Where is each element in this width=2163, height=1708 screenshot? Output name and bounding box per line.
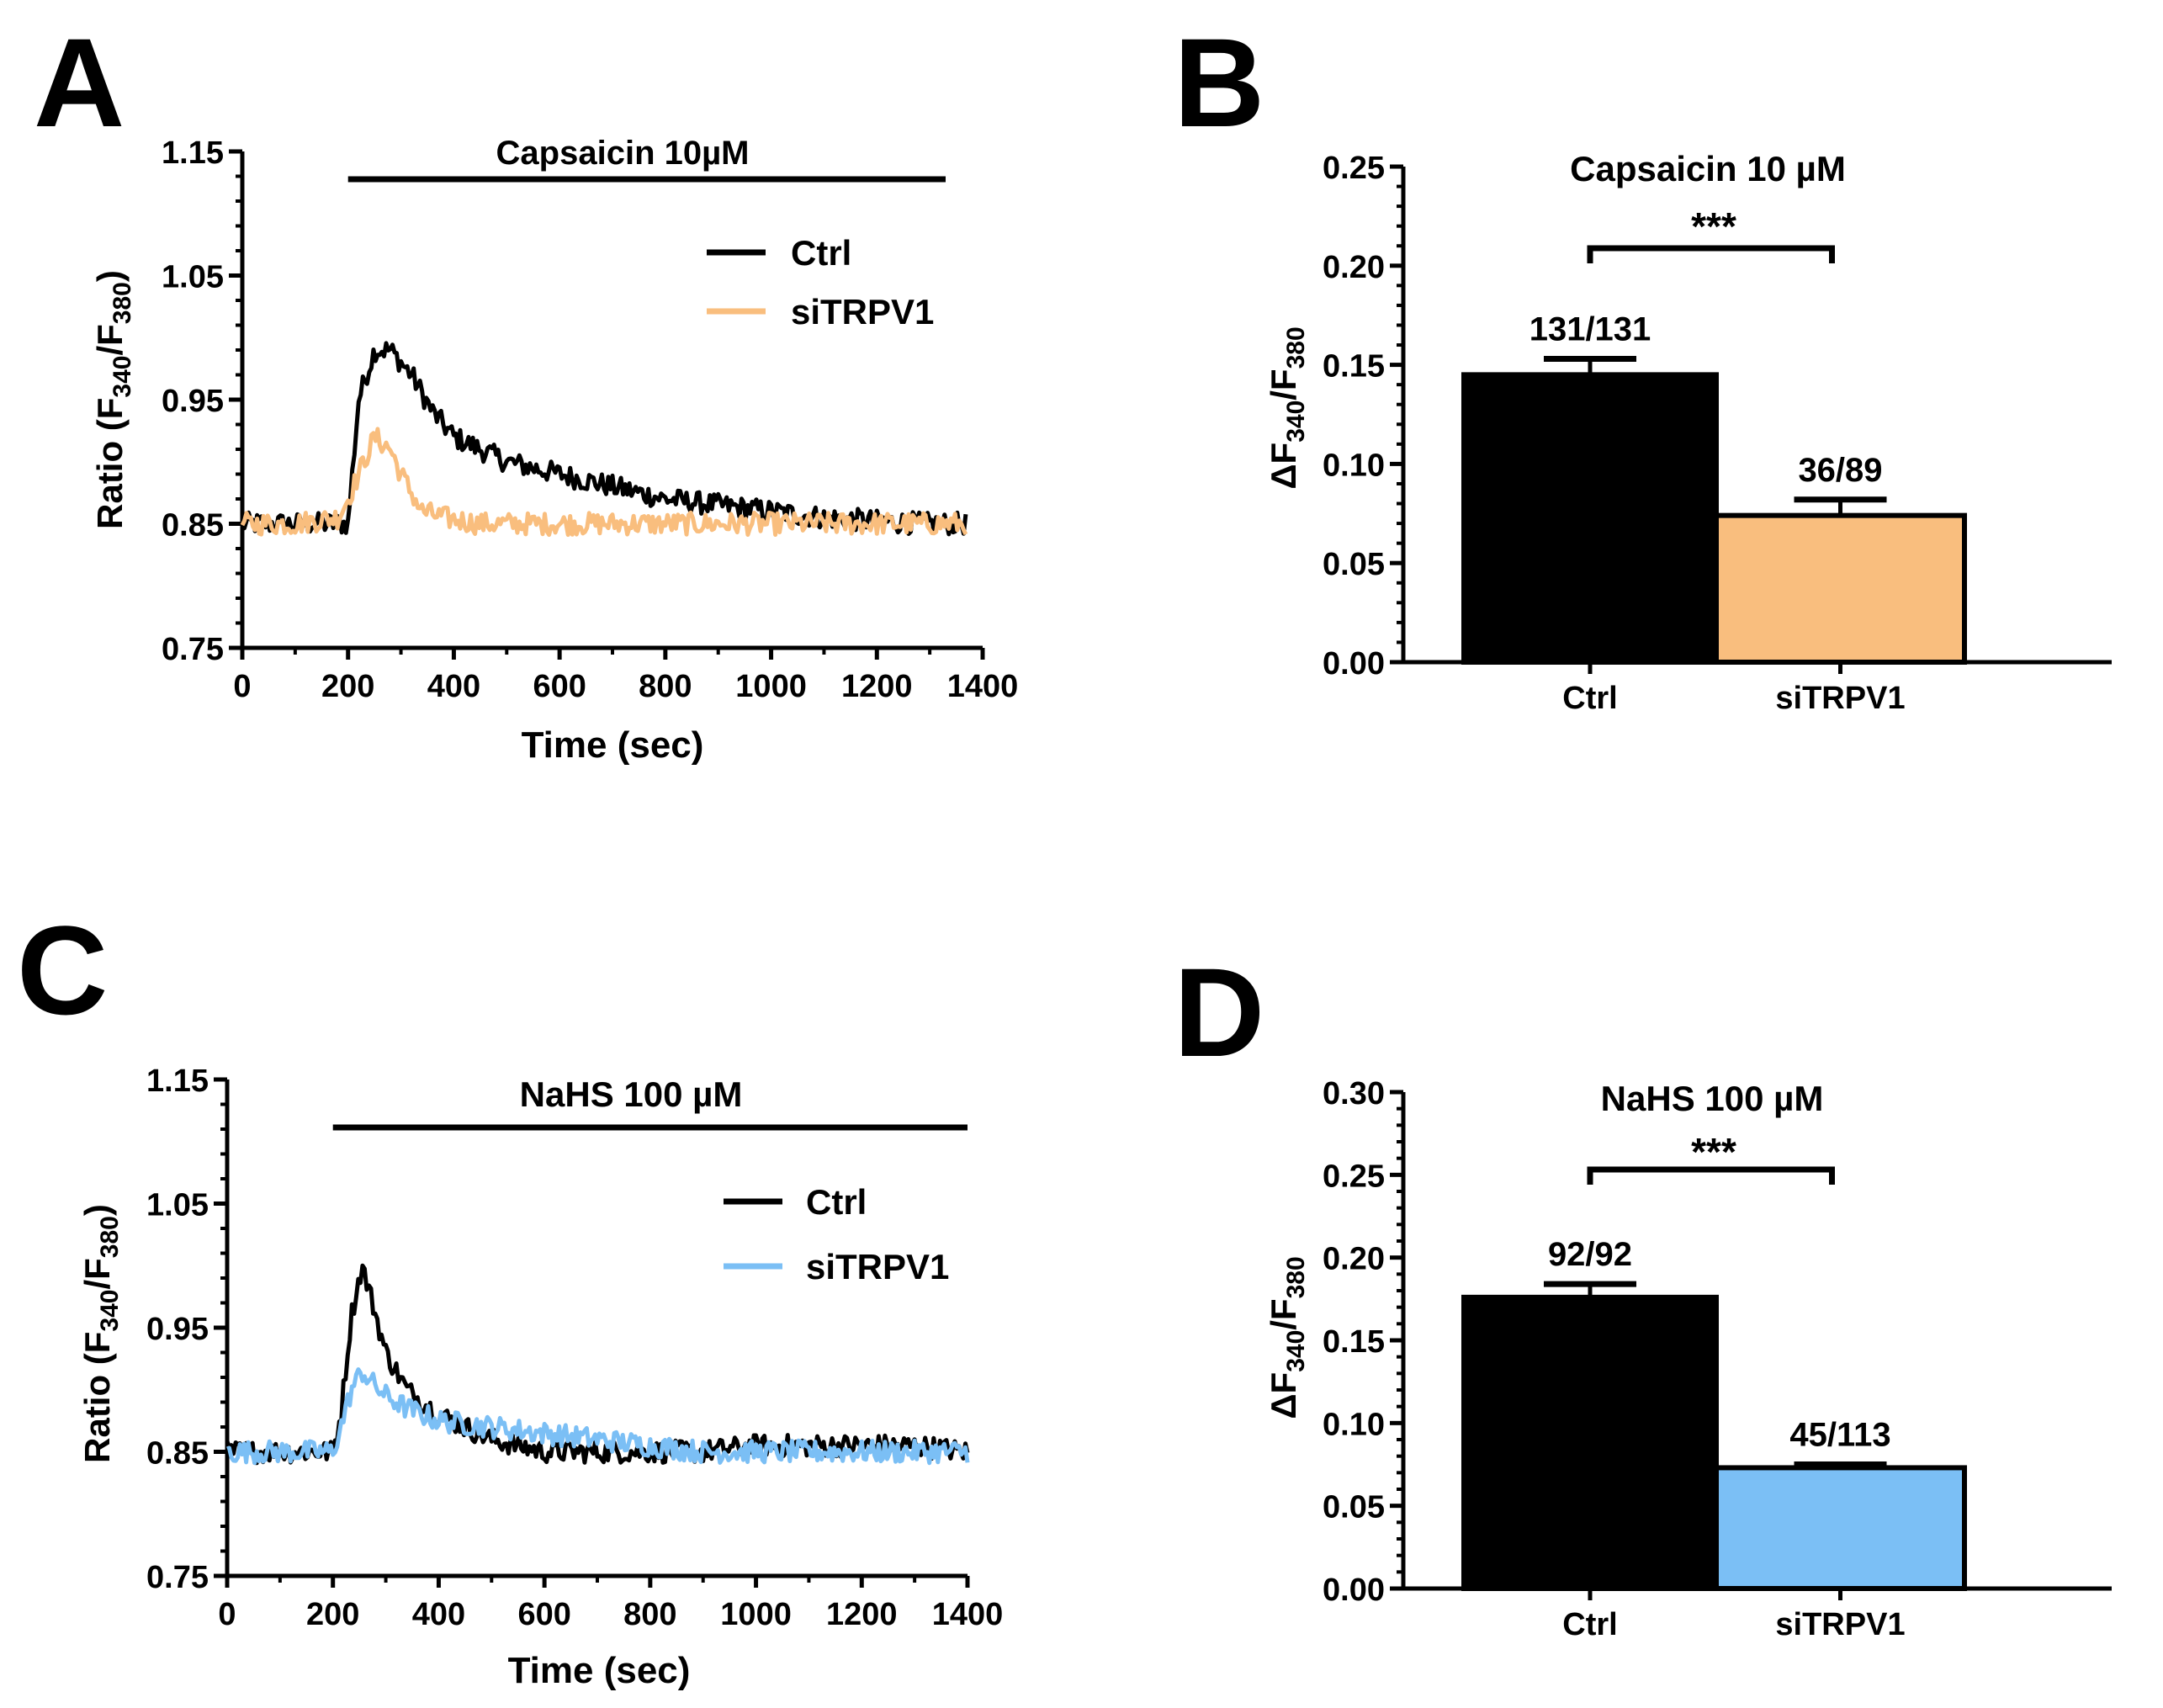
x-tick-label: 400 bbox=[427, 669, 480, 704]
panel-b: B Capsaicin 10 µM ΔF340/F380 *** 0.00 0.0… bbox=[1174, 12, 2112, 716]
y-tick-label: 0.05 bbox=[1323, 1490, 1385, 1525]
x-tick-label: 1000 bbox=[735, 669, 807, 704]
y-tick-label: 1.15 bbox=[146, 1064, 209, 1099]
y-tick-label: 0.10 bbox=[1323, 448, 1385, 483]
panel-d: D NaHS 100 µM ΔF340/F380 *** 0.00 0.05 0.1… bbox=[1174, 942, 2112, 1642]
x-tick-label: siTRPV1 bbox=[1775, 681, 1905, 716]
y-tick-label: 0.00 bbox=[1323, 646, 1385, 682]
x-tick-label: siTRPV1 bbox=[1775, 1607, 1905, 1642]
x-axis-label: Time (sec) bbox=[522, 724, 704, 766]
y-tick-label: 0.15 bbox=[1323, 1324, 1385, 1360]
legend-label-ctrl: Ctrl bbox=[806, 1182, 867, 1222]
panel-letter: A bbox=[34, 12, 125, 153]
series-line-ctrl bbox=[240, 341, 968, 537]
x-tick-label: 1400 bbox=[932, 1597, 1004, 1632]
x-tick-label: 200 bbox=[321, 669, 374, 704]
x-tick-label: 400 bbox=[412, 1597, 465, 1632]
bar-ctrl bbox=[1461, 1294, 1719, 1592]
panel-letter: D bbox=[1174, 942, 1264, 1083]
y-tick-label: 0.75 bbox=[146, 1560, 209, 1595]
y-axis-label: Ratio (F340/F380) bbox=[90, 270, 136, 529]
panel-a: A Capsaicin 10µM Time (sec) Ratio (F340/… bbox=[34, 12, 1018, 766]
legend-label-sitrpv1: siTRPV1 bbox=[791, 292, 934, 332]
y-tick-label: 1.05 bbox=[162, 260, 224, 295]
x-tick-label: 600 bbox=[533, 669, 586, 704]
series-line-sitrpv1 bbox=[240, 427, 968, 538]
chart-title: NaHS 100 µM bbox=[1601, 1079, 1824, 1118]
chart-title: Capsaicin 10µM bbox=[496, 135, 750, 172]
x-tick-label: 1400 bbox=[947, 669, 1019, 704]
bar-value-label: 131/131 bbox=[1529, 311, 1651, 348]
chart-title: Capsaicin 10 µM bbox=[1570, 149, 1846, 188]
x-tick-label: 0 bbox=[218, 1597, 236, 1632]
x-axis-label: Time (sec) bbox=[508, 1650, 691, 1691]
y-tick-label: 1.05 bbox=[146, 1188, 209, 1223]
y-tick-label: 0.20 bbox=[1323, 1242, 1385, 1277]
y-tick-label: 0.30 bbox=[1323, 1076, 1385, 1111]
series-line-sitrpv1 bbox=[226, 1367, 970, 1466]
significance-stars: *** bbox=[1691, 1130, 1736, 1174]
y-tick-label: 0.85 bbox=[162, 508, 224, 544]
x-tick-label: 600 bbox=[517, 1597, 570, 1632]
y-tick-label: 0.00 bbox=[1323, 1573, 1385, 1608]
y-tick-label: 0.05 bbox=[1323, 547, 1385, 582]
bar-sitrpv1 bbox=[1714, 512, 1967, 665]
x-tick-label: 800 bbox=[639, 669, 692, 704]
x-tick-label: 200 bbox=[306, 1597, 359, 1632]
y-tick-label: 0.25 bbox=[1323, 151, 1385, 186]
significance-bracket bbox=[1587, 245, 1835, 263]
x-tick-label: 0 bbox=[233, 669, 251, 704]
significance-stars: *** bbox=[1691, 204, 1736, 248]
x-tick-label: Ctrl bbox=[1562, 681, 1617, 716]
bar-value-label: 92/92 bbox=[1548, 1236, 1632, 1273]
legend: Ctrl siTRPV1 bbox=[724, 1182, 949, 1286]
x-tick-label: Ctrl bbox=[1562, 1607, 1617, 1642]
bar-value-label: 45/113 bbox=[1789, 1417, 1890, 1454]
panel-letter: B bbox=[1174, 12, 1264, 153]
legend-label-sitrpv1: siTRPV1 bbox=[806, 1247, 949, 1286]
legend: Ctrl siTRPV1 bbox=[707, 233, 934, 332]
y-tick-label: 0.25 bbox=[1323, 1159, 1385, 1194]
bar-sitrpv1 bbox=[1714, 1465, 1967, 1592]
y-tick-label: 0.85 bbox=[146, 1436, 209, 1472]
panel-letter: C bbox=[17, 899, 108, 1041]
y-tick-label: 1.15 bbox=[162, 135, 224, 171]
y-tick-label: 0.75 bbox=[162, 632, 224, 667]
y-tick-label: 0.10 bbox=[1323, 1407, 1385, 1442]
y-tick-label: 0.15 bbox=[1323, 349, 1385, 385]
bar-ctrl bbox=[1461, 372, 1719, 665]
y-axis-label: Ratio (F340/F380) bbox=[77, 1204, 124, 1463]
x-tick-label: 1000 bbox=[720, 1597, 792, 1632]
chart-title: NaHS 100 µM bbox=[520, 1074, 743, 1114]
legend-label-ctrl: Ctrl bbox=[791, 233, 851, 273]
significance-bracket bbox=[1587, 1166, 1835, 1185]
y-tick-label: 0.95 bbox=[146, 1312, 209, 1347]
y-tick-label: 0.95 bbox=[162, 384, 224, 419]
bar-value-label: 36/89 bbox=[1798, 452, 1882, 489]
x-tick-label: 800 bbox=[623, 1597, 676, 1632]
y-axis-label: ΔF340/F380 bbox=[1264, 326, 1310, 489]
y-axis-label: ΔF340/F380 bbox=[1264, 1256, 1310, 1419]
x-tick-label: 1200 bbox=[826, 1597, 898, 1632]
panel-c: C NaHS 100 µM Time (sec) Ratio (F340/F38… bbox=[17, 899, 1003, 1691]
x-tick-label: 1200 bbox=[841, 669, 913, 704]
series-line-ctrl bbox=[225, 1263, 970, 1466]
y-tick-label: 0.20 bbox=[1323, 250, 1385, 285]
